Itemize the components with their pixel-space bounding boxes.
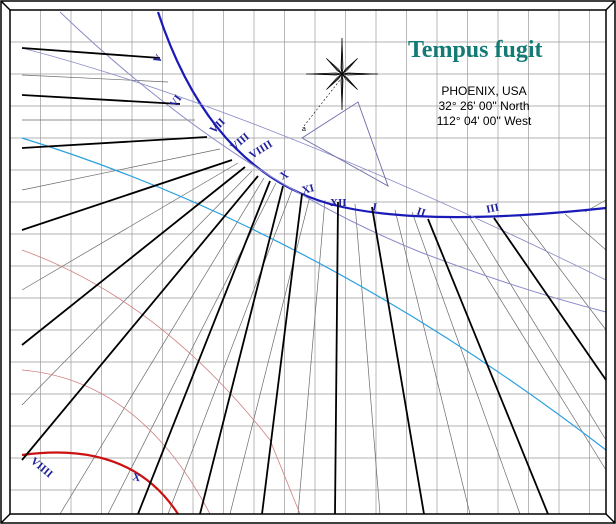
hour-label: III [485, 202, 500, 216]
hour-line [199, 185, 284, 515]
hour-label: II [415, 205, 427, 219]
date-curve [21, 369, 211, 515]
date-curve [21, 249, 301, 515]
half-hour-line [107, 182, 277, 515]
compass-point [341, 58, 358, 75]
half-hour-line [564, 213, 607, 251]
half-hour-line [59, 177, 265, 515]
half-hour-line [519, 215, 607, 331]
compass-label: a [302, 126, 306, 133]
hour-line [21, 94, 181, 105]
hour-label: XII [330, 197, 347, 209]
half-hour-line [21, 162, 239, 291]
half-hour-line [229, 195, 311, 515]
summer-solstice-curve [156, 11, 607, 219]
latitude-text: 32° 26' 00'' North [438, 99, 529, 113]
half-hour-line [21, 170, 253, 406]
hour-line [21, 136, 208, 149]
hour-label: X [131, 471, 141, 484]
hour-label: VIIII [28, 455, 55, 480]
equinox-line [21, 137, 607, 451]
half-hour-line [469, 217, 607, 441]
half-hour-line [411, 211, 521, 515]
hour-line [427, 218, 549, 515]
hour-label: I [371, 201, 377, 214]
half-hour-lines [21, 74, 607, 515]
half-hour-line [297, 199, 326, 515]
gnomon-triangle [301, 101, 389, 187]
compass-pointer [303, 79, 341, 127]
hour-line [21, 159, 233, 231]
hour-line [21, 166, 246, 346]
half-hour-line [21, 74, 169, 83]
hour-line [261, 193, 303, 515]
half-hour-line [394, 209, 471, 515]
compass-point [326, 73, 343, 90]
hour-label: XI [301, 182, 316, 197]
date-curve [59, 11, 607, 313]
hour-line [137, 180, 271, 515]
compass-point [305, 72, 343, 75]
date-curve [21, 47, 607, 281]
half-hour-line [167, 189, 293, 515]
compass-point [340, 73, 343, 111]
hour-line [371, 206, 425, 515]
hour-label: X [278, 168, 290, 182]
winter-solstice-curve [21, 451, 179, 515]
location-text: PHOENIX, USA [441, 84, 526, 98]
declination-curves [21, 11, 607, 515]
half-hour-line [449, 217, 607, 471]
compass-point [341, 73, 379, 76]
half-hour-line [354, 203, 381, 515]
longitude-text: 112° 04' 00'' West [437, 114, 532, 128]
hour-label: VIIII [247, 138, 275, 161]
hour-line [334, 201, 339, 515]
compass-rose [301, 37, 389, 187]
compass-point [341, 73, 358, 90]
hour-label: VI [168, 93, 185, 110]
half-hour-line [21, 148, 221, 191]
dial-title: Tempus fugit [408, 37, 542, 63]
compass-point [326, 58, 343, 75]
hour-line [21, 175, 259, 461]
hour-label: V [151, 53, 165, 66]
hour-line [493, 217, 607, 381]
hour-lines [21, 47, 607, 515]
hour-line [21, 47, 161, 59]
grid-lines [10, 10, 606, 514]
compass-point [341, 37, 344, 75]
